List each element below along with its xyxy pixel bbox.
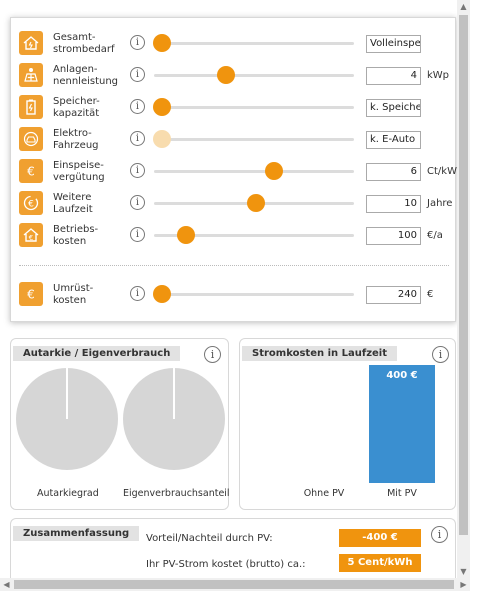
horizontal-scrollbar[interactable]: ◀ ▶ [0, 578, 470, 591]
setting-electric-vehicle-slider-knob [153, 130, 171, 148]
house-euro-icon: € [19, 223, 43, 247]
setting-total-demand-slider-knob[interactable] [153, 34, 171, 52]
bar-data-label: 400 € [386, 370, 418, 381]
setting-conversion-costs-label: Umrüst- kosten [53, 283, 94, 306]
stromkosten-chart: Ohne PV 400 € Mit PV [240, 339, 457, 511]
setting-runtime: € Weitere Laufzeit i 10 Jahre [19, 191, 453, 217]
setting-electric-vehicle-slider-track[interactable] [154, 138, 354, 141]
settings-divider [19, 265, 449, 266]
setting-total-demand-value-input[interactable]: Volleinspeis [366, 35, 421, 53]
setting-total-demand-slider-track[interactable] [154, 42, 354, 45]
summary-card: Zusammenfassung i Vorteil/Nachteil durch… [10, 518, 456, 588]
setting-plant-power-label: Anlagen- nennleistung [53, 64, 119, 87]
scroll-up-arrow-icon[interactable]: ▲ [460, 2, 467, 11]
setting-electric-vehicle-value-input[interactable]: k. E-Auto [366, 131, 421, 149]
setting-electric-vehicle: Elektro- Fahrzeug i k. E-Auto [19, 127, 451, 153]
setting-plant-power: Anlagen- nennleistung i 4 kWp [19, 63, 451, 89]
house-icon [19, 31, 43, 55]
setting-runtime-unit: Jahre [427, 198, 453, 209]
setting-storage-capacity-slider-knob[interactable] [153, 98, 171, 116]
autarkie-card: Autarkie / Eigenverbrauch i Autarkiegrad… [10, 338, 230, 510]
scroll-right-arrow-icon[interactable]: ▶ [460, 580, 467, 589]
setting-runtime-value-input[interactable]: 10 [366, 195, 421, 213]
euro-cycle-icon: € [19, 191, 43, 215]
autarkie-pie [16, 368, 118, 470]
summary-info-icon[interactable]: i [431, 526, 448, 543]
setting-storage-capacity-value-input[interactable]: k. Speicher [366, 99, 421, 117]
vertical-scroll-thumb[interactable] [459, 15, 468, 535]
svg-text:€: € [29, 234, 33, 242]
setting-plant-power-slider-knob[interactable] [217, 66, 235, 84]
setting-operating-costs-label: Betriebs- kosten [53, 224, 99, 247]
setting-plant-power-slider-track[interactable] [154, 74, 354, 77]
setting-conversion-costs-slider-knob[interactable] [153, 285, 171, 303]
setting-operating-costs-value-input[interactable]: 100 [366, 227, 421, 245]
setting-storage-capacity-slider-track[interactable] [154, 106, 354, 109]
car-icon [19, 127, 43, 151]
setting-operating-costs: € Betriebs- kosten i 100 €/a [19, 223, 451, 249]
info-icon[interactable]: i [130, 131, 145, 146]
info-icon[interactable]: i [130, 195, 145, 210]
autarkie-pie-label: Autarkiegrad [37, 488, 99, 499]
euro-icon: € [19, 159, 43, 183]
svg-text:€: € [27, 165, 35, 179]
svg-text:€: € [28, 200, 34, 210]
settings-panel: Gesamt- strombedarf i Volleinspeis Anlagen-… [10, 17, 463, 322]
stromkosten-title: Stromkosten in Laufzeit [242, 346, 397, 361]
setting-feed-in-tariff-slider-knob[interactable] [265, 162, 283, 180]
setting-runtime-label: Weitere Laufzeit [53, 192, 93, 215]
setting-feed-in-tariff-value-input[interactable]: 6 [366, 163, 421, 181]
cost-badge: 5 Cent/kWh [339, 554, 421, 572]
eigenverbrauch-pie-label: Eigenverbrauchsanteil [123, 488, 230, 499]
scroll-down-arrow-icon[interactable]: ▼ [460, 567, 467, 576]
setting-storage-capacity: Speicher- kapazität i k. Speicher [19, 95, 451, 121]
setting-feed-in-tariff-unit: Ct/kWh [427, 166, 464, 177]
summary-line-cost: Ihr PV-Strom kostet (brutto) ca.: [146, 559, 306, 570]
euro-icon: € [19, 282, 43, 306]
solar-panel-icon [19, 63, 43, 87]
setting-electric-vehicle-label: Elektro- Fahrzeug [53, 128, 99, 151]
advantage-badge: -400 € [339, 529, 421, 547]
setting-conversion-costs-slider-track[interactable] [154, 293, 354, 296]
info-icon[interactable]: i [130, 99, 145, 114]
vertical-scrollbar[interactable]: ▲ ▼ [457, 0, 470, 578]
autarkie-title: Autarkie / Eigenverbrauch [13, 346, 181, 361]
info-icon[interactable]: i [130, 163, 145, 178]
setting-operating-costs-slider-knob[interactable] [177, 226, 195, 244]
svg-text:€: € [27, 288, 35, 302]
horizontal-scroll-thumb[interactable] [14, 580, 454, 589]
info-icon[interactable]: i [130, 67, 145, 82]
info-icon[interactable]: i [130, 35, 145, 50]
setting-feed-in-tariff-slider-track[interactable] [154, 170, 354, 173]
setting-conversion-costs-unit: € [427, 289, 434, 300]
summary-title: Zusammenfassung [13, 526, 140, 541]
scroll-left-arrow-icon[interactable]: ◀ [3, 580, 10, 589]
autarkie-info-icon[interactable]: i [204, 346, 221, 363]
eigenverbrauch-pie [123, 368, 225, 470]
bar-mit-pv [369, 365, 435, 483]
stromkosten-info-icon[interactable]: i [432, 346, 449, 363]
setting-plant-power-value-input[interactable]: 4 [366, 67, 421, 85]
setting-operating-costs-slider-track[interactable] [154, 234, 354, 237]
bar-category-label: Mit PV [387, 488, 417, 499]
stromkosten-card: Stromkosten in Laufzeit i Ohne PV 400 € Mi… [239, 338, 456, 510]
setting-conversion-costs-value-input[interactable]: 240 [366, 286, 421, 304]
info-icon[interactable]: i [130, 286, 145, 301]
info-icon[interactable]: i [130, 227, 145, 242]
setting-plant-power-unit: kWp [427, 70, 450, 81]
setting-conversion-costs: € Umrüst- kosten i 240 € [19, 282, 451, 308]
setting-storage-capacity-label: Speicher- kapazität [53, 96, 100, 119]
setting-runtime-slider-knob[interactable] [247, 194, 265, 212]
summary-line-advantage: Vorteil/Nachteil durch PV: [146, 533, 273, 544]
setting-total-demand-label: Gesamt- strombedarf [53, 32, 115, 55]
bar-category-label: Ohne PV [303, 488, 345, 499]
battery-icon [19, 95, 43, 119]
setting-feed-in-tariff: € Einspeise- vergütung i 6 Ct/kWh [19, 159, 463, 185]
setting-operating-costs-unit: €/a [427, 230, 443, 241]
setting-feed-in-tariff-label: Einspeise- vergütung [53, 160, 105, 183]
setting-total-demand: Gesamt- strombedarf i Volleinspeis [19, 31, 451, 57]
